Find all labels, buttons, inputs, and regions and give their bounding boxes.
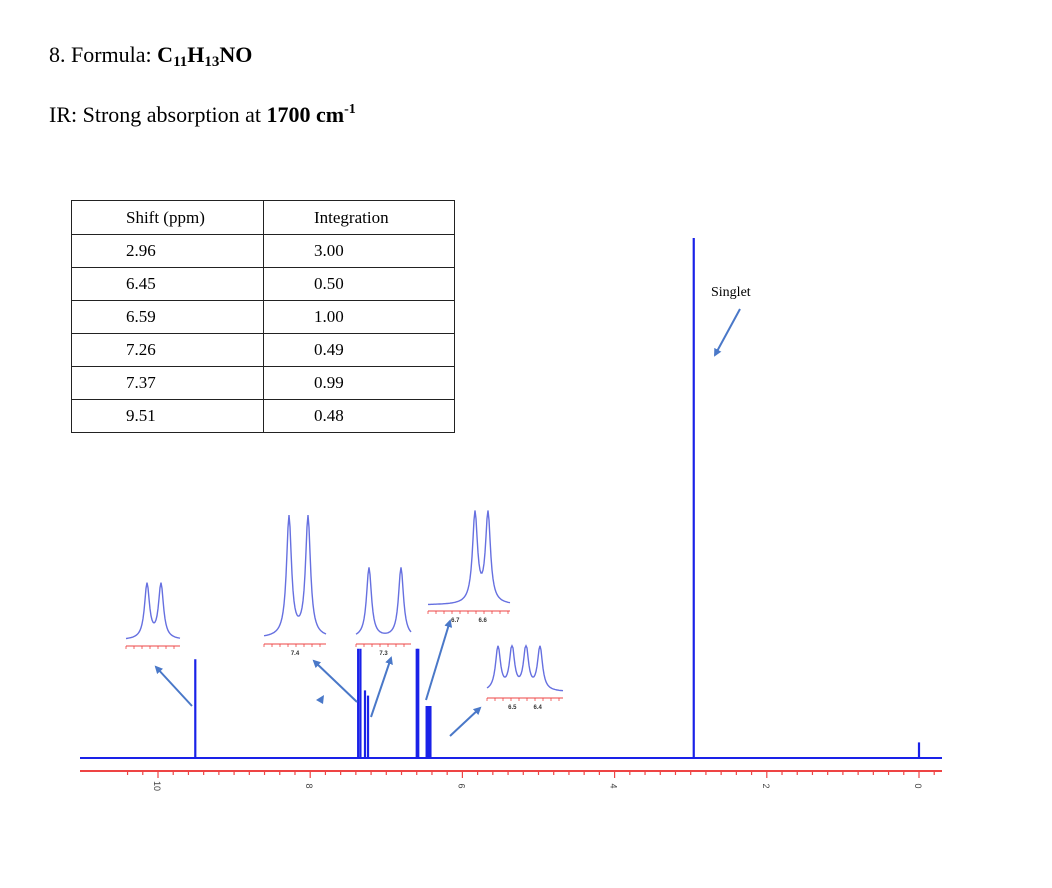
arrow-6-6 [425,619,453,701]
inset-6-4: 6.5 6.4 [486,644,564,711]
inset-7-4: 7.4 [263,515,327,657]
molecular-formula: C11H13NO [157,42,253,70]
inset-tick-label: 7.4 [291,651,300,657]
shift-cell: 6.45 [71,267,264,301]
inset-tick-label: 6.5 [508,705,517,711]
shift-cell: 7.26 [71,333,264,367]
x-tick-label: 2 [761,783,771,788]
arrow-9-5 [154,665,193,707]
stray-arrowhead [316,695,324,704]
inset-tick-label: 7.3 [379,651,388,657]
integration-cell: 0.49 [263,333,455,367]
shift-cell: 9.51 [71,399,264,433]
integration-cell: 0.50 [263,267,455,301]
table-header-row: Shift (ppm) Integration [71,200,455,235]
inset-tick-label: 6.4 [533,705,542,711]
shift-cell: 7.37 [71,366,264,400]
inset-trace [125,582,181,640]
singlet-annotation: Singlet [711,285,751,300]
table-row: 6.59 1.00 [71,300,455,334]
inset-tick-label: 6.7 [451,618,460,624]
formula-prefix: 8. Formula: [49,42,152,67]
x-tick-label: 8 [304,783,314,788]
ir-value: 1700 cm-1 [266,102,356,127]
inset-7-3: 7.3 [355,567,412,657]
arrow-6-4 [449,706,482,737]
shift-cell: 6.59 [71,300,264,334]
arrow-7-3 [370,656,393,718]
x-tick-label: 4 [609,783,619,788]
x-tick-label: 6 [456,783,466,788]
table-row: 7.26 0.49 [71,333,455,367]
x-tick-label: 10 [152,781,162,791]
arrow-singlet [714,308,741,357]
x-tick-label: 0 [913,783,923,788]
formula-line: 8. Formula: C11H13NO [49,42,252,71]
ir-line: IR: Strong absorption at 1700 cm-1 [49,102,356,128]
integration-cell: 0.48 [263,399,455,433]
inset-trace [355,567,412,635]
shift-table: Shift (ppm) Integration 2.96 3.00 6.45 0.5… [71,200,455,433]
table-row: 9.51 0.48 [71,399,455,433]
inset-trace [263,515,327,637]
header-shift: Shift (ppm) [71,200,264,235]
table-row: 6.45 0.50 [71,267,455,301]
header-integration: Integration [263,200,455,235]
inset-trace [486,644,564,692]
table-row: 7.37 0.99 [71,366,455,400]
inset-trace [428,510,511,606]
inset-tick-label: 6.6 [478,618,487,624]
inset-6-6: 6.7 6.6 [427,510,511,624]
inset-9-5 [125,582,181,649]
integration-cell: 0.99 [263,366,455,400]
arrow-7-4 [312,659,358,703]
shift-cell: 2.96 [71,234,264,268]
ir-prefix: IR: Strong absorption at [49,102,262,127]
